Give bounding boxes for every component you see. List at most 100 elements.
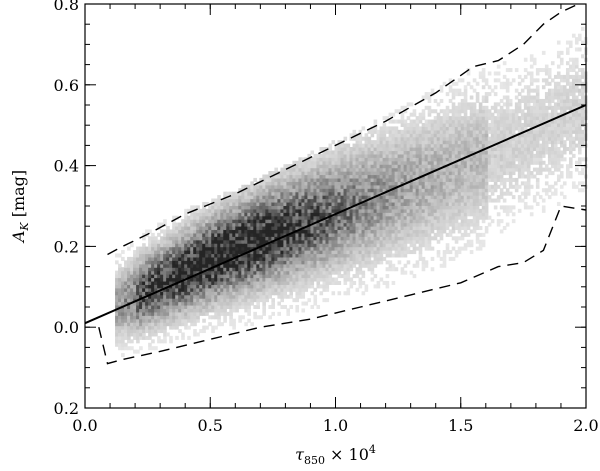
- density-cell: [457, 119, 462, 124]
- density-cell: [457, 205, 462, 210]
- density-cell: [394, 232, 399, 237]
- density-cell: [403, 239, 408, 244]
- density-cell: [319, 226, 324, 231]
- density-cell: [349, 243, 354, 248]
- density-cell: [226, 198, 230, 203]
- density-cell: [442, 201, 447, 206]
- density-cell: [409, 157, 414, 162]
- density-cell: [229, 222, 233, 227]
- density-cell: [454, 222, 459, 227]
- density-cell: [202, 212, 206, 217]
- density-cell: [268, 188, 272, 193]
- density-cell: [229, 318, 233, 323]
- density-cell: [463, 119, 468, 124]
- density-cell: [448, 205, 453, 210]
- density-cell: [484, 153, 489, 158]
- density-cell: [469, 122, 474, 128]
- density-cell: [274, 229, 278, 234]
- density-cell: [229, 243, 233, 248]
- density-cell: [442, 219, 447, 224]
- density-cell: [169, 253, 173, 258]
- density-cell: [451, 201, 456, 206]
- density-cell: [328, 239, 333, 244]
- density-cell: [358, 243, 363, 248]
- density-cell: [481, 126, 486, 131]
- density-cell: [403, 150, 408, 155]
- density-cell: [133, 256, 137, 261]
- density-cell: [172, 243, 176, 248]
- density-cell: [385, 280, 390, 285]
- density-cell: [169, 277, 173, 282]
- density-cell: [403, 160, 408, 165]
- density-cell: [304, 229, 309, 234]
- density-cell: [124, 311, 128, 316]
- density-cell: [205, 301, 209, 306]
- density-cell: [286, 171, 291, 176]
- density-cell: [292, 232, 297, 237]
- density-cell: [127, 304, 131, 310]
- density-cell: [406, 201, 411, 206]
- density-cell: [427, 153, 432, 158]
- density-cell: [337, 263, 342, 268]
- density-cell: [379, 164, 384, 169]
- density-cell: [406, 195, 411, 200]
- density-cell: [496, 78, 501, 83]
- density-cell: [295, 222, 300, 227]
- density-cell: [421, 260, 426, 265]
- density-cell: [292, 260, 297, 265]
- density-cell: [364, 250, 369, 255]
- density-cell: [169, 311, 173, 316]
- density-cell: [130, 298, 134, 303]
- density-cell: [172, 263, 176, 268]
- density-cell: [250, 188, 254, 193]
- density-cell: [184, 322, 188, 327]
- density-cell: [469, 201, 474, 206]
- density-cell: [196, 284, 200, 289]
- density-cell: [376, 208, 381, 213]
- density-cell: [118, 311, 122, 316]
- density-cell: [424, 215, 429, 220]
- density-cell: [364, 284, 369, 289]
- density-cell: [511, 143, 516, 148]
- density-cell: [439, 157, 444, 162]
- density-cell: [193, 291, 197, 296]
- density-cell: [172, 239, 176, 244]
- density-cell: [373, 167, 378, 172]
- density-cell: [220, 270, 224, 275]
- density-cell: [412, 191, 417, 196]
- density-cell: [424, 136, 429, 141]
- density-cell: [490, 119, 495, 124]
- density-cell: [394, 250, 399, 255]
- density-cell: [187, 325, 191, 330]
- density-cell: [250, 215, 254, 220]
- density-cell: [277, 198, 281, 203]
- density-cell: [505, 147, 510, 152]
- density-cell: [412, 181, 417, 186]
- density-cell: [514, 188, 519, 193]
- density-cell: [418, 205, 423, 210]
- density-cell: [289, 270, 294, 275]
- density-cell: [490, 167, 495, 172]
- density-cell: [247, 188, 251, 193]
- density-cell: [301, 195, 306, 200]
- density-cell: [256, 229, 260, 234]
- density-cell: [307, 212, 312, 217]
- density-cell: [229, 226, 233, 231]
- density-cell: [367, 160, 372, 165]
- density-cell: [505, 98, 510, 103]
- density-cell: [463, 116, 468, 121]
- density-cell: [475, 219, 480, 224]
- density-cell: [349, 136, 354, 141]
- density-cell: [451, 140, 456, 145]
- density-cell: [196, 243, 200, 248]
- density-cell: [433, 184, 438, 189]
- density-cell: [349, 164, 354, 169]
- density-cell: [127, 267, 131, 272]
- density-cell: [319, 184, 324, 189]
- density-cell: [346, 164, 351, 169]
- density-cell: [205, 263, 209, 268]
- density-cell: [394, 140, 399, 145]
- density-cell: [430, 229, 435, 234]
- density-cell: [241, 274, 245, 279]
- density-cell: [217, 294, 221, 299]
